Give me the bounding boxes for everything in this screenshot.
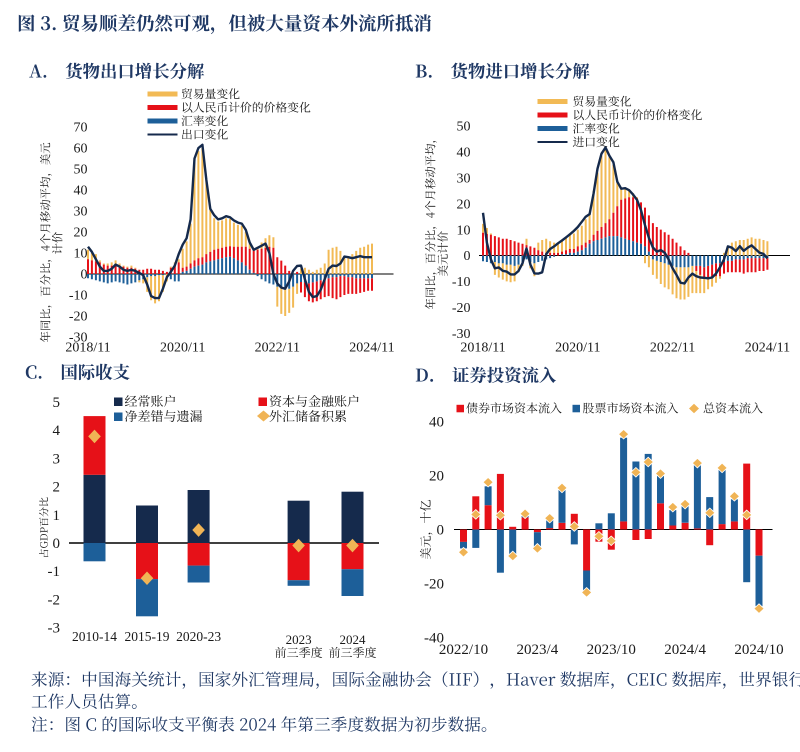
svg-text:70: 70 — [74, 121, 88, 136]
svg-text:60: 60 — [74, 142, 88, 157]
svg-text:2024: 2024 — [340, 632, 367, 647]
svg-text:2020/11: 2020/11 — [555, 341, 600, 356]
svg-text:50: 50 — [457, 120, 471, 135]
svg-text:2018/11: 2018/11 — [460, 341, 505, 356]
svg-text:2020-23: 2020-23 — [176, 629, 221, 644]
svg-text:3: 3 — [53, 451, 61, 467]
svg-text:10: 10 — [74, 247, 88, 262]
svg-text:40: 40 — [74, 184, 88, 199]
svg-text:2: 2 — [53, 480, 61, 496]
svg-text:-10: -10 — [452, 275, 471, 290]
svg-text:-10: -10 — [69, 289, 88, 304]
svg-text:-3: -3 — [48, 621, 61, 637]
svg-text:-20: -20 — [452, 301, 471, 316]
svg-text:40: 40 — [457, 146, 471, 161]
svg-text:2023: 2023 — [286, 632, 312, 647]
svg-text:40: 40 — [429, 415, 444, 431]
svg-text:0: 0 — [81, 268, 88, 283]
svg-text:30: 30 — [457, 172, 471, 187]
svg-text:2024/10: 2024/10 — [734, 642, 783, 658]
svg-text:20: 20 — [429, 469, 444, 485]
svg-text:2018/11: 2018/11 — [65, 341, 110, 356]
svg-text:4: 4 — [53, 423, 61, 439]
svg-text:-30: -30 — [452, 327, 471, 342]
svg-text:2010-14: 2010-14 — [72, 629, 117, 644]
svg-text:20: 20 — [457, 197, 471, 212]
svg-text:2022/11: 2022/11 — [650, 341, 695, 356]
svg-text:-40: -40 — [424, 631, 444, 647]
svg-text:-1: -1 — [48, 564, 61, 580]
svg-text:20: 20 — [74, 226, 88, 241]
svg-text:-2: -2 — [48, 592, 61, 608]
svg-text:2023/10: 2023/10 — [587, 642, 636, 658]
svg-text:0: 0 — [53, 536, 61, 552]
svg-text:2015-19: 2015-19 — [125, 629, 170, 644]
svg-text:2024/11: 2024/11 — [745, 341, 790, 356]
svg-text:1: 1 — [53, 508, 61, 524]
svg-text:0: 0 — [464, 249, 471, 264]
svg-text:30: 30 — [74, 205, 88, 220]
svg-text:2024/11: 2024/11 — [349, 341, 394, 356]
svg-text:2020/11: 2020/11 — [160, 341, 205, 356]
svg-text:2023/4: 2023/4 — [517, 642, 559, 658]
svg-text:-20: -20 — [69, 310, 88, 325]
svg-text:10: 10 — [457, 223, 471, 238]
svg-text:50: 50 — [74, 163, 88, 178]
svg-text:-30: -30 — [69, 331, 88, 346]
svg-text:-20: -20 — [424, 577, 444, 593]
svg-text:5: 5 — [53, 395, 61, 411]
svg-text:0: 0 — [437, 523, 445, 539]
svg-text:2022/10: 2022/10 — [439, 642, 488, 658]
svg-text:2024/4: 2024/4 — [664, 642, 706, 658]
svg-text:2022/11: 2022/11 — [255, 341, 300, 356]
